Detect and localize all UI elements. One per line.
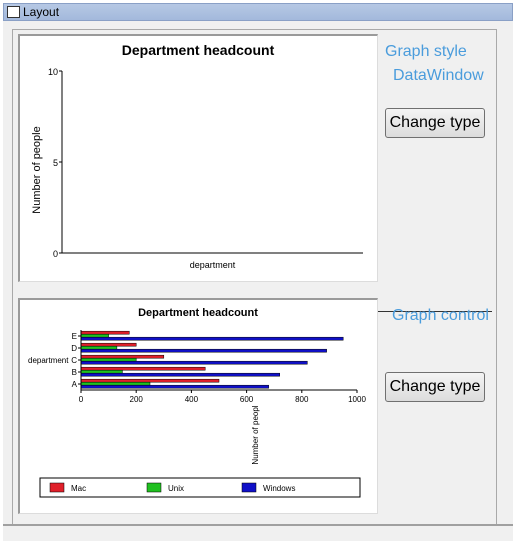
bar-d-windows — [80, 348, 327, 353]
bar-a-unix — [80, 381, 151, 386]
change-type-button-bottom[interactable]: Change type — [385, 372, 485, 402]
x-tick-label: 600 — [240, 395, 254, 404]
x-axis-label: Number of peopl — [251, 405, 260, 464]
chart-title: Department headcount — [138, 307, 258, 319]
bottom-divider — [3, 524, 513, 526]
bar-c-unix — [80, 357, 137, 362]
category-label: E — [72, 332, 77, 341]
legend-label-unix: Unix — [168, 484, 184, 493]
change-type-button-top[interactable]: Change type — [385, 108, 485, 138]
legend-label-mac: Mac — [71, 484, 86, 493]
category-label: C — [71, 356, 77, 365]
bar-c-windows — [80, 360, 308, 365]
bar-d-mac — [80, 342, 137, 347]
bar-e-windows — [80, 336, 344, 341]
legend-swatch-mac — [49, 482, 65, 493]
datawindow-link[interactable]: DataWindow — [393, 67, 484, 84]
bar-e-unix — [80, 333, 109, 338]
bar-d-unix — [80, 345, 118, 350]
category-label: B — [72, 368, 77, 377]
legend-swatch-windows — [241, 482, 257, 493]
x-tick-label: 0 — [79, 395, 84, 404]
window-titlebar: Layout — [3, 3, 513, 21]
bar-a-windows — [80, 384, 269, 389]
x-tick-label: 400 — [185, 395, 199, 404]
y-tick-label: 0 — [53, 249, 58, 259]
x-axis-label: department — [190, 260, 236, 270]
window-content: Department headcount 0 5 10 department Number… — [3, 21, 513, 541]
bar-c-mac — [80, 354, 165, 359]
y-tick-label: 5 — [53, 158, 58, 168]
window-title: Layout — [23, 5, 60, 19]
legend-box — [39, 477, 361, 498]
x-tick-label: 1000 — [348, 395, 366, 404]
graph-control-chart: Department headcount A B C D E 0 200 400 600 800 10… — [18, 298, 378, 514]
category-label: D — [71, 344, 77, 353]
bar-b-unix — [80, 369, 123, 374]
bar-a-mac — [80, 378, 220, 383]
legend-label-windows: Windows — [263, 484, 295, 493]
graph-style-chart: Department headcount 0 5 10 department Number… — [18, 34, 378, 282]
layout-window-icon — [7, 6, 20, 18]
x-tick-label: 800 — [295, 395, 309, 404]
x-tick-label: 200 — [130, 395, 144, 404]
empty-line-chart: Department headcount 0 5 10 department Number… — [31, 42, 363, 270]
graph-control-link[interactable]: Graph control — [392, 307, 489, 324]
y-axis-label: Number of people — [31, 126, 43, 213]
graph-style-link[interactable]: Graph style — [385, 43, 467, 60]
bar-e-mac — [80, 330, 130, 335]
y-tick-label: 10 — [48, 67, 58, 77]
bar-b-mac — [80, 366, 206, 371]
y-axis-label: department — [28, 356, 69, 365]
chart-title: Department headcount — [122, 42, 275, 58]
category-label: A — [72, 380, 78, 389]
legend-swatch-unix — [146, 482, 162, 493]
bar-b-windows — [80, 372, 280, 377]
